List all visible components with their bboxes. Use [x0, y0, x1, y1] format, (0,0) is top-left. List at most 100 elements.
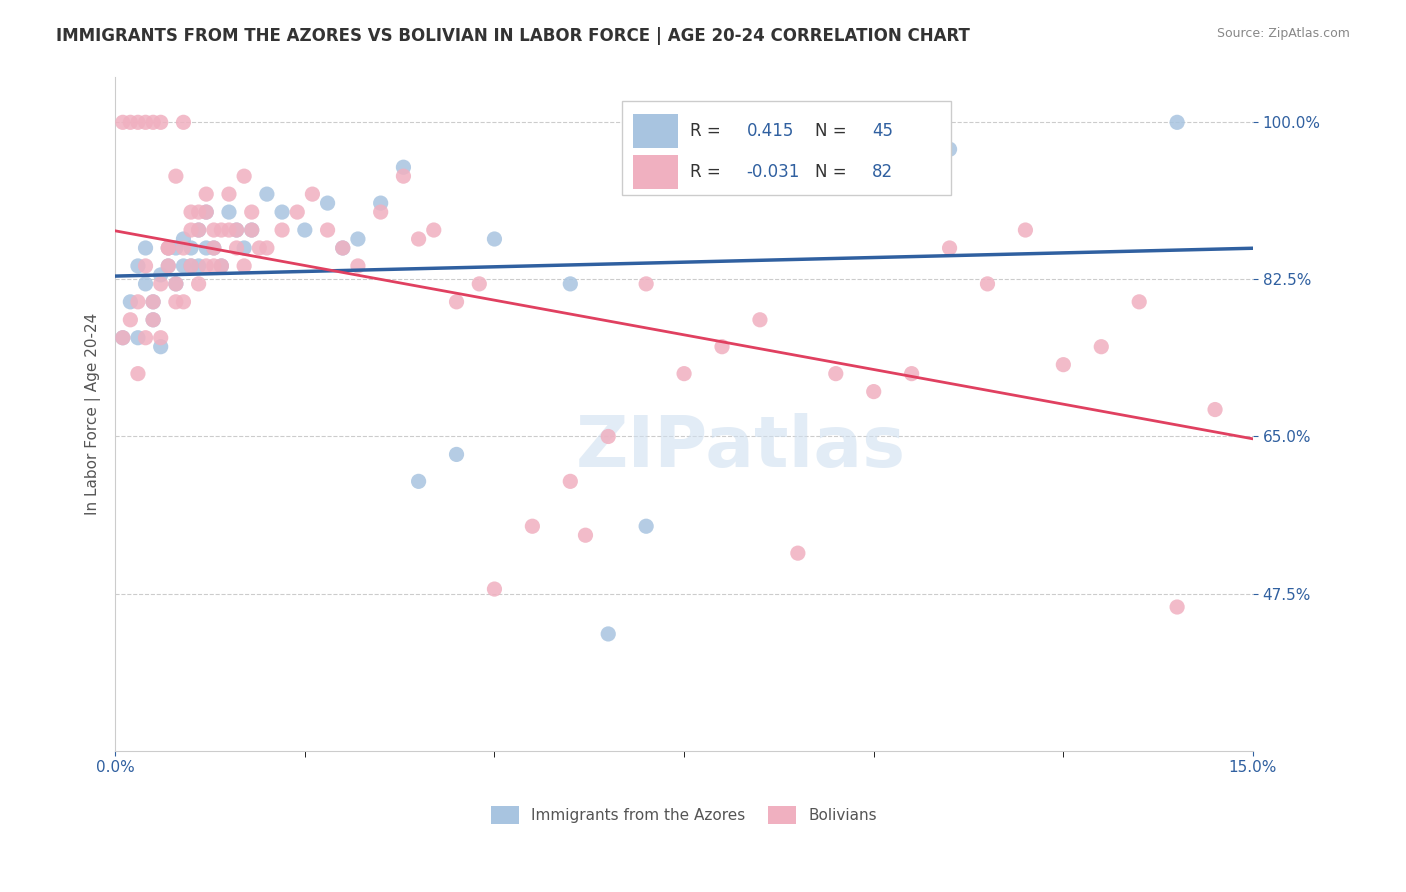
Point [240, 223, 263, 237]
Point [209, 259, 232, 273]
Point [195, 259, 218, 273]
Point [294, 223, 316, 237]
Point [271, 223, 294, 237]
Text: N =: N = [815, 122, 852, 140]
Point [149, 268, 172, 282]
Point [824, 367, 846, 381]
Point [135, 331, 157, 345]
Point [233, 259, 256, 273]
Legend: Immigrants from the Azores, Bolivians: Immigrants from the Azores, Bolivians [484, 798, 884, 831]
Point [135, 277, 157, 291]
Point [370, 205, 392, 219]
FancyBboxPatch shape [633, 155, 678, 188]
Point [180, 205, 202, 219]
Point [1090, 340, 1112, 354]
Text: R =: R = [690, 162, 725, 181]
Point [976, 277, 998, 291]
Point [187, 205, 209, 219]
Point [370, 196, 392, 211]
Point [202, 259, 225, 273]
Point [127, 259, 149, 273]
Point [195, 241, 218, 255]
Point [938, 241, 960, 255]
Point [1014, 223, 1036, 237]
Point [120, 115, 142, 129]
Point [165, 169, 187, 184]
Text: ZIPatlas: ZIPatlas [576, 413, 905, 483]
Point [522, 519, 544, 533]
Point [202, 223, 225, 237]
Point [157, 241, 180, 255]
Text: R =: R = [690, 122, 725, 140]
Point [225, 241, 247, 255]
Point [157, 259, 180, 273]
Point [149, 115, 172, 129]
Point [127, 294, 149, 309]
Text: Source: ZipAtlas.com: Source: ZipAtlas.com [1216, 27, 1350, 40]
Point [673, 367, 696, 381]
Text: 82: 82 [872, 162, 893, 181]
Point [187, 223, 209, 237]
Point [209, 259, 232, 273]
Point [332, 241, 354, 255]
Point [142, 294, 165, 309]
Point [240, 223, 263, 237]
FancyBboxPatch shape [633, 114, 678, 148]
Point [135, 259, 157, 273]
Point [574, 528, 596, 542]
Point [247, 241, 270, 255]
Point [468, 277, 491, 291]
Point [157, 241, 180, 255]
Point [256, 187, 278, 202]
Point [446, 294, 468, 309]
Point [271, 205, 294, 219]
Point [1204, 402, 1226, 417]
Point [938, 142, 960, 156]
Point [636, 277, 658, 291]
Point [180, 259, 202, 273]
Point [218, 223, 240, 237]
Point [316, 196, 339, 211]
Point [127, 367, 149, 381]
Point [392, 169, 415, 184]
Text: N =: N = [815, 162, 852, 181]
Y-axis label: In Labor Force | Age 20-24: In Labor Force | Age 20-24 [86, 313, 101, 516]
Point [142, 115, 165, 129]
Point [187, 223, 209, 237]
Point [233, 169, 256, 184]
Point [172, 294, 194, 309]
Point [209, 223, 232, 237]
Point [446, 447, 468, 461]
Point [748, 313, 770, 327]
Point [1166, 115, 1188, 129]
Point [862, 142, 884, 156]
Point [172, 241, 194, 255]
Point [165, 277, 187, 291]
Point [862, 384, 884, 399]
Point [127, 115, 149, 129]
Point [636, 519, 658, 533]
Point [484, 582, 506, 596]
Point [256, 241, 278, 255]
Point [218, 205, 240, 219]
Point [560, 475, 582, 489]
Point [172, 115, 194, 129]
Point [187, 259, 209, 273]
Point [157, 259, 180, 273]
Point [423, 223, 446, 237]
Point [1052, 358, 1074, 372]
Point [598, 627, 620, 641]
Point [157, 241, 180, 255]
Point [149, 340, 172, 354]
Point [127, 331, 149, 345]
Point [142, 313, 165, 327]
Point [225, 223, 247, 237]
Point [408, 232, 430, 246]
FancyBboxPatch shape [621, 101, 952, 195]
Point [142, 294, 165, 309]
Point [332, 241, 354, 255]
Point [316, 223, 339, 237]
Point [111, 331, 134, 345]
Point [233, 241, 256, 255]
Point [172, 232, 194, 246]
